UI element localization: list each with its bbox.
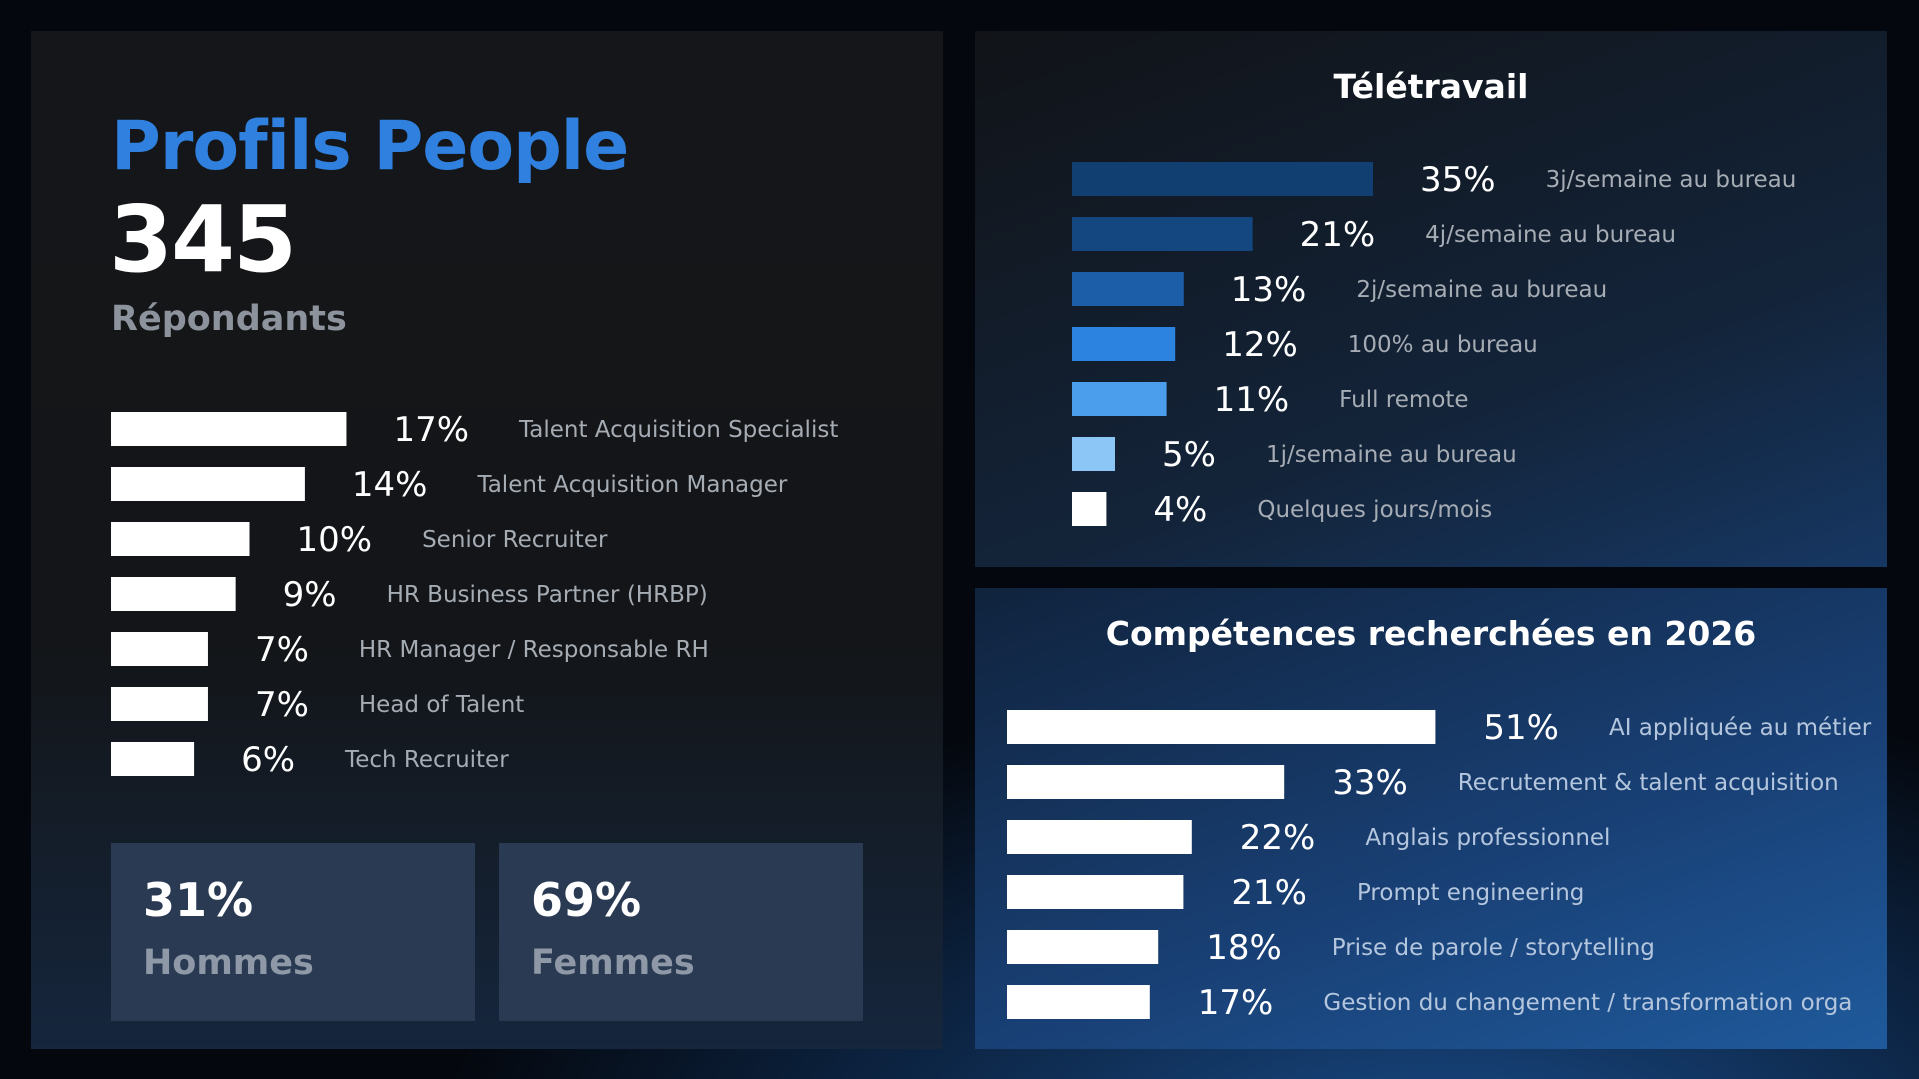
respondents-count: 345 (109, 186, 297, 293)
roles-value-label: 10% (297, 520, 373, 560)
remote-value-label: 4% (1153, 490, 1207, 530)
men-percent: 31% (143, 873, 254, 927)
skills-panel: Compétences recherchées en 2026 51% AI ap… (975, 588, 1887, 1049)
skills-category-label: Prise de parole / storytelling (1332, 935, 1655, 961)
skills-category-label: Prompt engineering (1357, 880, 1584, 906)
roles-bar (111, 522, 250, 556)
roles-bar (111, 467, 305, 501)
men-card: 31% Hommes (111, 843, 475, 1021)
roles-bar-chart: 17% Talent Acquisition Specialist 14% Talen… (111, 410, 838, 780)
page-title: Profils People (111, 107, 629, 186)
skills-title: Compétences recherchées en 2026 (1105, 614, 1757, 653)
roles-value-label: 9% (283, 575, 337, 615)
skills-value-label: 18% (1206, 928, 1282, 968)
roles-bar (111, 577, 236, 611)
skills-bar (1007, 875, 1184, 909)
remote-category-label: 100% au bureau (1348, 332, 1538, 358)
roles-value-label: 6% (241, 740, 295, 780)
roles-bar (111, 632, 208, 666)
roles-bar (111, 412, 347, 446)
remote-value-label: 21% (1300, 215, 1376, 255)
roles-value-label: 7% (255, 685, 309, 725)
remote-category-label: Full remote (1339, 387, 1468, 413)
roles-value-label: 14% (352, 465, 428, 505)
skills-bar (1007, 765, 1285, 799)
roles-value-label: 7% (255, 630, 309, 670)
remote-value-label: 11% (1214, 380, 1290, 420)
remote-bar-chart: 35% 3j/semaine au bureau 21% 4j/semaine au … (1072, 160, 1797, 530)
skills-value-label: 51% (1483, 708, 1559, 748)
remote-category-label: 4j/semaine au bureau (1425, 222, 1676, 248)
skills-bar (1007, 930, 1159, 964)
remote-value-label: 5% (1162, 435, 1216, 475)
women-card: 69% Femmes (499, 843, 863, 1021)
roles-category-label: Senior Recruiter (422, 527, 608, 553)
remote-bar (1072, 492, 1107, 526)
remote-bar (1072, 272, 1184, 306)
roles-category-label: HR Business Partner (HRBP) (387, 582, 708, 608)
remote-category-label: 1j/semaine au bureau (1266, 442, 1517, 468)
skills-value-label: 17% (1198, 983, 1274, 1023)
roles-category-label: Talent Acquisition Manager (476, 472, 787, 498)
profiles-panel: Profils People 345 Répondants 17% Talent … (31, 31, 943, 1049)
roles-category-label: HR Manager / Responsable RH (359, 637, 709, 663)
roles-bar (111, 742, 195, 776)
remote-category-label: Quelques jours/mois (1257, 497, 1492, 523)
skills-bar (1007, 710, 1436, 744)
skills-value-label: 33% (1332, 763, 1408, 803)
roles-value-label: 17% (393, 410, 469, 450)
remote-bar (1072, 382, 1167, 416)
skills-bar (1007, 985, 1150, 1019)
remote-bar (1072, 437, 1115, 471)
roles-bar (111, 687, 208, 721)
remote-value-label: 13% (1231, 270, 1307, 310)
roles-category-label: Head of Talent (359, 692, 524, 718)
respondents-label: Répondants (111, 299, 347, 339)
roles-category-label: Tech Recruiter (344, 747, 509, 773)
remote-value-label: 12% (1222, 325, 1298, 365)
remote-work-panel: Télétravail 35% 3j/semaine au bureau 21% 4j… (975, 31, 1887, 567)
skills-bar-chart: 51% AI appliquée au métier 33% Recrutement … (1007, 708, 1872, 1023)
women-label: Femmes (531, 943, 695, 983)
remote-bar (1072, 162, 1373, 196)
remote-value-label: 35% (1420, 160, 1496, 200)
remote-bar (1072, 327, 1176, 361)
skills-category-label: Anglais professionnel (1365, 825, 1610, 851)
skills-bar (1007, 820, 1192, 854)
men-label: Hommes (143, 943, 314, 983)
roles-category-label: Talent Acquisition Specialist (518, 417, 838, 443)
women-percent: 69% (531, 873, 642, 927)
skills-category-label: Recrutement & talent acquisition (1458, 770, 1839, 796)
skills-value-label: 22% (1240, 818, 1316, 858)
remote-bar (1072, 217, 1253, 251)
skills-value-label: 21% (1231, 873, 1307, 913)
remote-category-label: 3j/semaine au bureau (1546, 167, 1797, 193)
skills-category-label: AI appliquée au métier (1609, 715, 1872, 741)
skills-category-label: Gestion du changement / transformation o… (1323, 990, 1852, 1016)
remote-title: Télétravail (1333, 67, 1529, 106)
remote-category-label: 2j/semaine au bureau (1356, 277, 1607, 303)
